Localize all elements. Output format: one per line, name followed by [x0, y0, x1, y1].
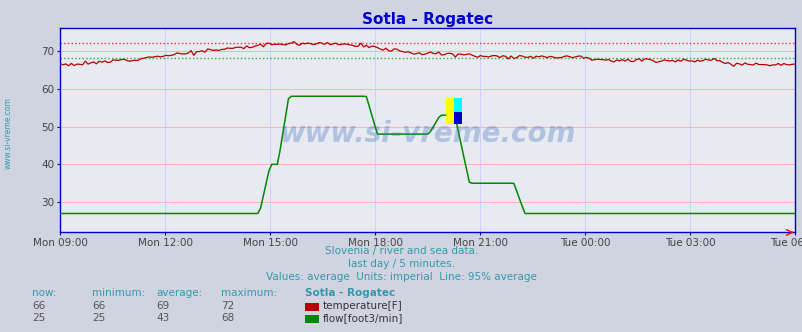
Title: Sotla - Rogatec: Sotla - Rogatec: [362, 12, 492, 27]
Bar: [453, 98, 462, 112]
Text: 43: 43: [156, 313, 170, 323]
Text: average:: average:: [156, 288, 203, 298]
Text: temperature[F]: temperature[F]: [322, 301, 402, 311]
Text: minimum:: minimum:: [92, 288, 145, 298]
Bar: [445, 98, 453, 124]
Text: 66: 66: [32, 301, 46, 311]
Text: www.si-vreme.com: www.si-vreme.com: [3, 97, 13, 169]
Text: flow[foot3/min]: flow[foot3/min]: [322, 313, 403, 323]
Bar: [453, 112, 462, 124]
Text: last day / 5 minutes.: last day / 5 minutes.: [347, 259, 455, 269]
Text: 68: 68: [221, 313, 234, 323]
Text: 25: 25: [32, 313, 46, 323]
Text: Values: average  Units: imperial  Line: 95% average: Values: average Units: imperial Line: 95…: [265, 272, 537, 282]
Text: 72: 72: [221, 301, 234, 311]
Text: 66: 66: [92, 301, 106, 311]
Text: Slovenia / river and sea data.: Slovenia / river and sea data.: [325, 246, 477, 256]
Text: now:: now:: [32, 288, 57, 298]
Text: Sotla - Rogatec: Sotla - Rogatec: [305, 288, 395, 298]
Text: maximum:: maximum:: [221, 288, 277, 298]
Text: www.si-vreme.com: www.si-vreme.com: [279, 121, 575, 148]
Text: 69: 69: [156, 301, 170, 311]
Text: 25: 25: [92, 313, 106, 323]
